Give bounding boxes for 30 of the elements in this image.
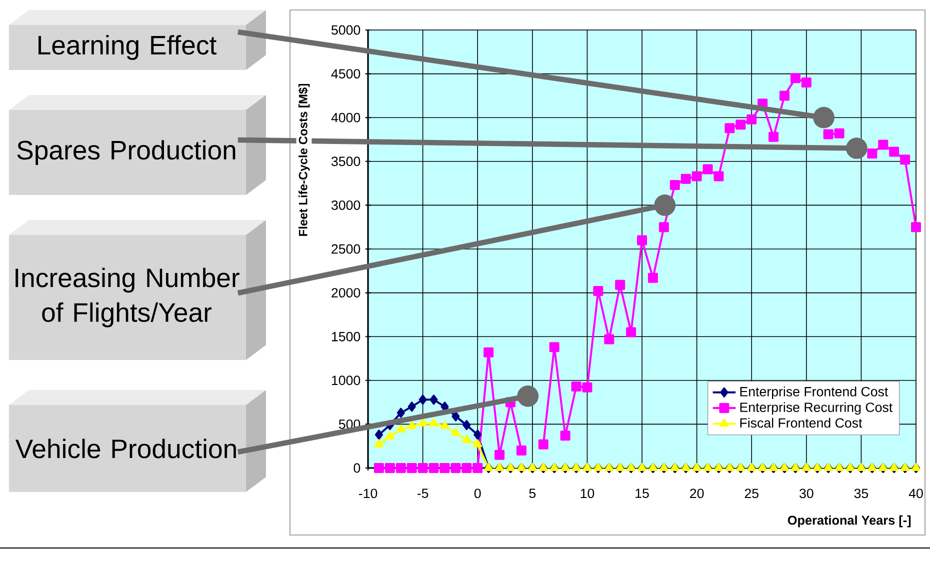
annotation: Learning Effect xyxy=(38,35,216,60)
x-axis-title: Operational Years [-] xyxy=(788,515,911,528)
x-tick-label: 15 xyxy=(636,488,649,498)
legend-label: Enterprise Frontend Cost xyxy=(740,386,888,399)
y-tick-label: 5000 xyxy=(332,25,360,35)
y-tick-label: 1500 xyxy=(332,332,360,342)
x-tick-label: 40 xyxy=(908,488,923,498)
y-tick-label: 2000 xyxy=(332,288,360,298)
x-tick-label: -10 xyxy=(358,488,378,498)
y-tick-label: 4500 xyxy=(331,69,360,79)
x-tick-label: -5 xyxy=(417,488,428,498)
x-tick-label: 5 xyxy=(529,488,536,498)
x-tick-label: 25 xyxy=(744,488,758,498)
x-tick-label: 20 xyxy=(690,488,704,498)
x-tick-label: 0 xyxy=(474,488,481,498)
annotation: Vehicle Production xyxy=(15,438,236,458)
annotation: Increasing Number of Flights/Year xyxy=(16,268,240,328)
y-tick-label: 3000 xyxy=(331,200,360,210)
y-tick-label: 2500 xyxy=(332,244,360,254)
x-tick-label: 10 xyxy=(580,488,594,498)
x-tick-label: 30 xyxy=(799,488,814,498)
legend-label: Fiscal Frontend Cost xyxy=(740,418,862,428)
y-axis-title: Fleet Life-Cycle Costs [M$] xyxy=(298,84,310,236)
y-tick-label: 3500 xyxy=(331,156,360,166)
y-tick-label: 4000 xyxy=(331,112,360,122)
legend-label: Enterprise Recurring Cost xyxy=(740,402,893,415)
x-tick-label: 35 xyxy=(854,488,868,498)
y-tick-label: 1000 xyxy=(332,376,360,386)
y-tick-label: 0 xyxy=(354,463,360,473)
annotation: Spares Production xyxy=(17,140,236,165)
